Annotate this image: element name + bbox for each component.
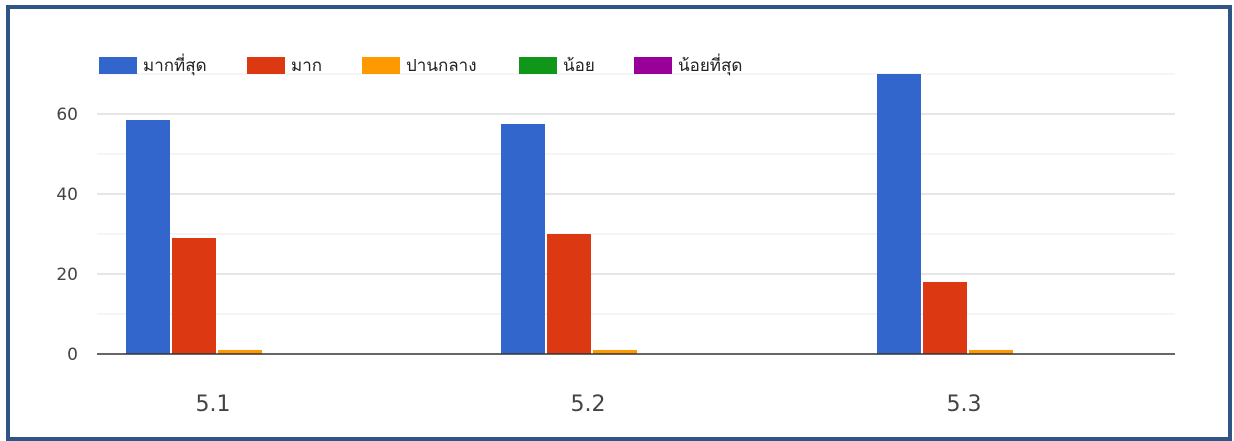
bar-5.2-series-2 [547,234,591,354]
legend-label: น้อยที่สุด [678,53,742,76]
bar-5.3-series-3 [969,350,1013,354]
bar-5.1-series-2 [172,238,216,354]
y-tick-label: 60 [56,105,78,125]
legend-item[interactable]: มากที่สุด [99,53,207,76]
legend-item[interactable]: มาก [247,56,322,76]
bar-5.2-series-3 [593,350,637,354]
bar-5.3-series-2 [923,282,967,354]
x-category-label: 5.1 [196,392,231,417]
y-tick-label: 0 [67,345,78,365]
x-axis-categories: 5.1 5.2 5.3 [196,392,982,417]
bar-5.1-series-3 [218,350,262,354]
legend-item[interactable]: น้อยที่สุด [634,53,742,76]
legend-item[interactable]: น้อย [519,56,595,76]
bar-5.2-series-1 [501,124,545,354]
legend-label: ปานกลาง [406,56,477,76]
bars [126,74,1013,354]
legend-label: มาก [291,56,322,76]
legend-item[interactable]: ปานกลาง [362,56,477,76]
x-category-label: 5.2 [571,392,606,417]
y-tick-label: 40 [56,185,78,205]
grid-lines [97,73,1175,315]
x-category-label: 5.3 [947,392,982,417]
chart-frame [6,5,1232,441]
bar-5.3-series-1 [877,74,921,354]
legend-swatch [519,57,557,74]
legend: มากที่สุด มาก ปานกลาง น้อย น้อยที่สุด [99,53,742,76]
y-tick-label: 20 [56,265,78,285]
legend-swatch [247,57,285,74]
legend-swatch [99,57,137,74]
legend-label: น้อย [563,56,595,76]
legend-swatch [634,57,672,74]
legend-label: มากที่สุด [143,53,207,76]
y-axis-ticks: 0 20 40 60 [56,105,78,365]
legend-swatch [362,57,400,74]
bar-5.1-series-1 [126,120,170,354]
